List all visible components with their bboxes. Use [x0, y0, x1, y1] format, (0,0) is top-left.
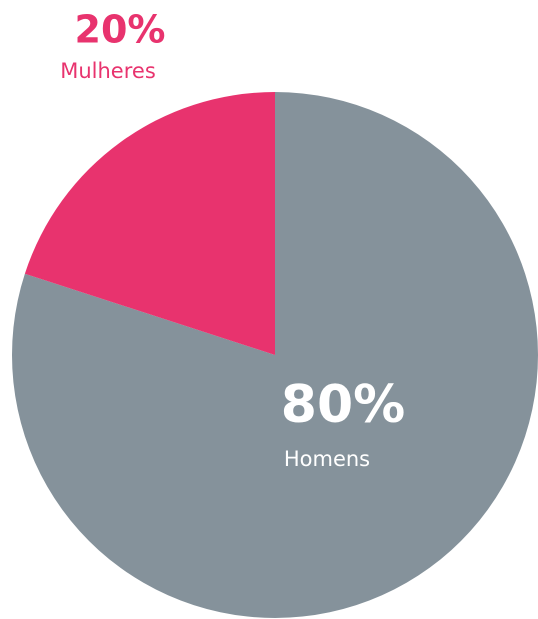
category-label: Homens — [284, 447, 370, 471]
pie-slice — [24, 92, 276, 355]
value-label: 20% — [75, 8, 166, 52]
category-label: Mulheres — [60, 59, 156, 83]
value-label: 80% — [281, 375, 405, 435]
